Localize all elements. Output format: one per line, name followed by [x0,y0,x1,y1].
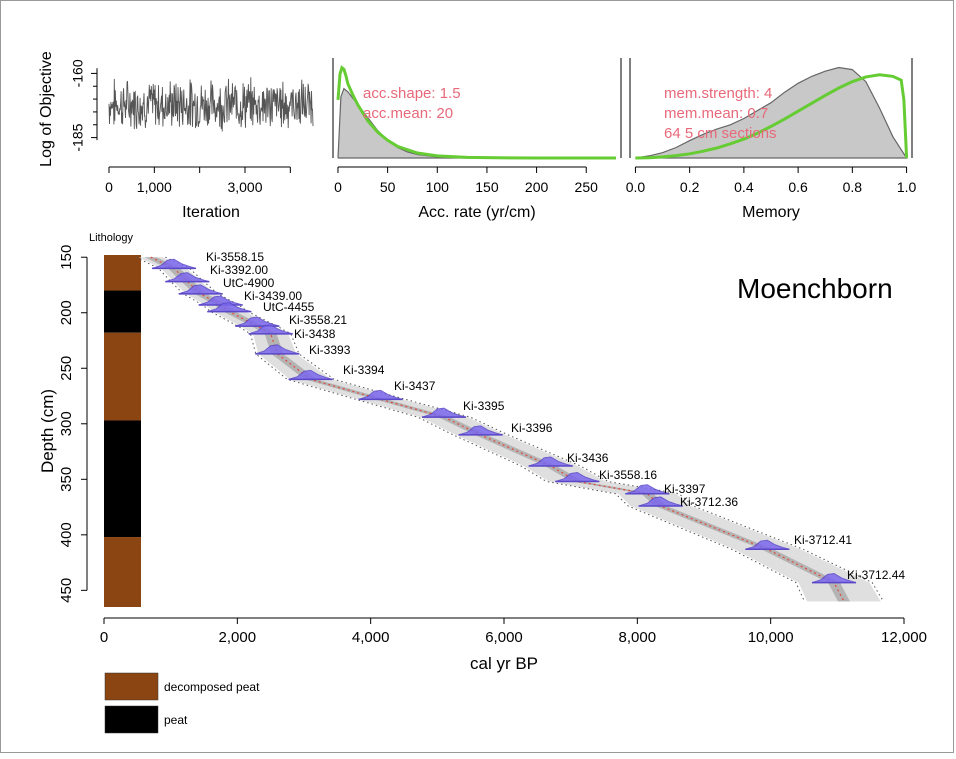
date-label: Ki-3393 [309,343,351,357]
main-x-tick-label: 8,000 [619,629,657,646]
main-y-tick-label: 300 [58,411,75,436]
main-x-tick-label: 10,000 [748,629,794,646]
date-label: Ki-3438 [294,327,336,341]
date-label: Ki-3558.16 [599,468,657,482]
main-y-tick-label: 250 [58,356,75,381]
mem-x-tick-label: 1.0 [897,179,917,195]
main-x-axis-title: cal yr BP [470,654,538,673]
mem-annotation: mem.mean: 0.7 [664,105,768,122]
acc-x-tick-label: 150 [475,179,499,195]
trace-x-tick-label: 1,000 [137,179,172,195]
lithology-segment [104,332,141,421]
main-x-tick-label: 0 [100,629,108,646]
trace-line [108,77,314,132]
acc-x-axis-title: Acc. rate (yr/cm) [418,204,535,221]
date-label: Ki-3436 [567,451,609,465]
date-label: Ki-3395 [463,399,505,413]
date-label: Ki-3394 [343,363,385,377]
date-label: UtC-4455 [263,300,315,314]
mem-x-axis-title: Memory [742,204,800,221]
legend-swatch [104,672,159,701]
main-x-tick-label: 2,000 [219,629,257,646]
mem-annotation: 64 5 cm sections [664,125,777,142]
main-y-tick-label: 350 [58,467,75,492]
date-label: Ki-3437 [394,379,436,393]
age-model-upper-bound [165,256,884,602]
main-y-tick-label: 150 [58,245,75,270]
acc-x-tick-label: 200 [525,179,549,195]
mem-x-tick-label: 0.2 [680,179,700,195]
date-label: Ki-3558.15 [206,250,264,264]
date-label: Ki-3712.36 [680,495,738,509]
date-label: Ki-3439.00 [244,289,302,303]
iteration-trace-panel: -160 -185 Log of Objective 0 1,000 3,000 Itera… [38,51,314,221]
mem-posterior-area [635,66,908,159]
date-label: Ki-3396 [511,421,553,435]
trace-y-tick-label: -185 [70,123,86,151]
date-label: Ki-3397 [664,482,706,496]
lithology-label: Lithology [89,232,134,244]
mem-x-tick-label: 0.4 [734,179,754,195]
age-model-lower-bound [135,256,805,602]
date-label: Ki-3392.00 [210,263,268,277]
age-model-mean [150,256,845,602]
accumulation-rate-panel: 0 50 100 150 200 250 Acc. rate (yr/cm) acc.shap… [332,58,622,221]
legend-label: peat [164,713,188,727]
lithology-segment [104,420,141,538]
main-x-tick-label: 4,000 [352,629,390,646]
lithology-segment [104,537,141,607]
acc-x-tick-label: 50 [380,179,396,195]
date-label: UtC-4900 [223,276,275,290]
acc-x-tick-label: 250 [575,179,599,195]
acc-x-tick-label: 100 [426,179,450,195]
acc-annotation: acc.mean: 20 [363,105,453,122]
trace-y-axis-title: Log of Objective [38,51,55,167]
age-model-envelope [138,257,881,602]
trace-y-tick-label: -160 [70,59,86,87]
mem-x-tick-label: 0.6 [788,179,808,195]
acc-x-tick-label: 0 [334,179,342,195]
main-chart-title: Moenchborn [737,273,893,304]
main-y-tick-label: 200 [58,300,75,325]
main-x-tick-label: 6,000 [485,629,523,646]
trace-x-tick-label: 3,000 [227,179,262,195]
main-x-tick-label: 12,000 [881,629,927,646]
memory-panel: 0.0 0.2 0.4 0.6 0.8 1.0 Memory mem.strength: 4 m… [626,58,917,221]
mem-annotation: mem.strength: 4 [664,85,772,102]
age-depth-panel: 150 200 250 300 350 400 450 Depth (cm) 0 2,000 4,0… [38,232,927,673]
mem-x-tick-label: 0.8 [843,179,863,195]
acc-prior-line [336,65,616,160]
mem-x-tick-label: 0.0 [626,179,646,195]
mem-prior-line [635,73,909,160]
lithology-segment [104,290,141,333]
lithology-legend: decomposed peat peat [104,672,260,734]
acc-annotation: acc.shape: 1.5 [363,85,461,102]
legend-swatch [104,705,159,734]
date-label: Ki-3558.21 [289,313,347,327]
trace-x-tick-label: 0 [105,179,113,195]
legend-label: decomposed peat [164,680,260,694]
main-y-axis-title: Depth (cm) [38,389,57,473]
date-label: Ki-3712.41 [794,533,852,547]
main-y-tick-label: 400 [58,522,75,547]
date-label: Ki-3712.44 [847,568,905,582]
main-y-tick-label: 450 [58,578,75,603]
lithology-segment [104,255,141,291]
trace-x-axis-title: Iteration [182,204,240,221]
